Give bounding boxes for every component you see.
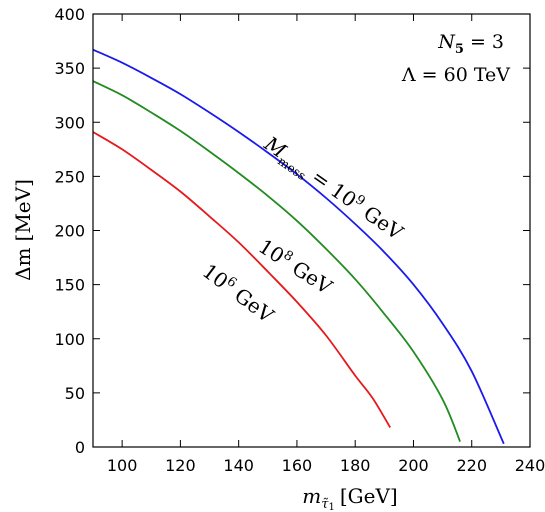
x-axis-label: mτ̃1 [GeV] (302, 484, 397, 512)
x-tick-label: 240 (515, 456, 545, 475)
x-tick-label: 220 (456, 456, 487, 475)
y-axis-label: Δm[MeV] (11, 179, 35, 281)
y-tick-label: 350 (54, 59, 85, 78)
series-line-2 (92, 48, 505, 445)
series-curves (92, 48, 505, 445)
x-tick-label: 140 (223, 456, 254, 475)
x-tick-label: 180 (340, 456, 371, 475)
series-label-1e8: 108 GeV (254, 234, 337, 299)
series-label-1e9: Mmess = 109 GeV (258, 131, 408, 248)
y-tick-label: 100 (54, 330, 85, 349)
y-tick-label: 50 (65, 384, 85, 403)
x-tick-labels: 100 120 140 160 180 200 220 240 (107, 456, 545, 475)
y-tick-label: 150 (54, 276, 85, 295)
y-tick-label: 250 (54, 167, 85, 186)
y-tick-label: 400 (54, 5, 85, 24)
series-line-0 (92, 131, 391, 428)
x-tick-label: 160 (282, 456, 313, 475)
y-tick-label: 0 (75, 438, 85, 457)
plot-frame (92, 13, 531, 448)
x-tick-label: 120 (165, 456, 196, 475)
n5-annotation: N5 = 3 (437, 31, 504, 57)
x-tick-label: 100 (107, 456, 138, 475)
y-tick-labels: 0 50 100 150 200 250 300 350 400 (54, 5, 85, 457)
series-line-1 (92, 80, 461, 442)
lambda-annotation: Λ = 60 TeV (401, 64, 510, 86)
y-tick-label: 300 (54, 113, 85, 132)
x-tick-label: 200 (398, 456, 429, 475)
y-tick-label: 200 (54, 222, 85, 241)
